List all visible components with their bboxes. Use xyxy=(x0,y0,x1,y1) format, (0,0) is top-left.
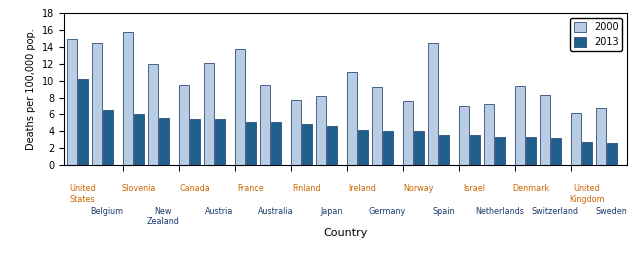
Bar xyxy=(515,86,525,165)
Bar xyxy=(215,119,225,165)
Bar xyxy=(414,131,424,165)
Bar xyxy=(582,142,592,165)
Bar xyxy=(526,137,536,165)
Bar xyxy=(607,143,617,165)
Text: Canada: Canada xyxy=(179,184,210,193)
Bar xyxy=(302,124,312,165)
Text: Austria: Austria xyxy=(205,207,234,215)
Text: Spain: Spain xyxy=(432,207,454,215)
Bar xyxy=(271,122,281,165)
Bar xyxy=(235,49,245,165)
Text: Norway: Norway xyxy=(403,184,434,193)
Bar xyxy=(358,130,368,165)
Text: Netherlands: Netherlands xyxy=(475,207,524,215)
Bar xyxy=(459,106,469,165)
Bar xyxy=(551,138,561,165)
Legend: 2000, 2013: 2000, 2013 xyxy=(570,18,622,51)
Bar xyxy=(372,88,381,165)
Bar xyxy=(347,72,357,165)
Text: Ireland: Ireland xyxy=(349,184,376,193)
Text: Australia: Australia xyxy=(257,207,293,215)
Bar xyxy=(246,122,256,165)
X-axis label: Country: Country xyxy=(323,228,368,238)
Text: United
States: United States xyxy=(69,184,96,204)
Bar xyxy=(596,109,605,165)
Y-axis label: Deaths per 100,000 pop.: Deaths per 100,000 pop. xyxy=(26,28,36,150)
Bar xyxy=(383,131,393,165)
Bar xyxy=(204,63,214,165)
Text: Belgium: Belgium xyxy=(91,207,124,215)
Bar xyxy=(159,118,169,165)
Bar xyxy=(179,85,189,165)
Bar xyxy=(327,126,337,165)
Bar xyxy=(67,39,77,165)
Text: Slovenia: Slovenia xyxy=(122,184,156,193)
Bar xyxy=(571,113,581,165)
Text: Finland: Finland xyxy=(292,184,321,193)
Text: United
Kingdom: United Kingdom xyxy=(569,184,604,204)
Text: Sweden: Sweden xyxy=(595,207,627,215)
Bar xyxy=(403,101,413,165)
Bar xyxy=(316,96,326,165)
Bar xyxy=(439,135,449,165)
Text: Denmark: Denmark xyxy=(512,184,549,193)
Text: France: France xyxy=(237,184,264,193)
Text: Japan: Japan xyxy=(320,207,342,215)
Text: New
Zealand: New Zealand xyxy=(147,207,180,226)
Bar xyxy=(291,100,301,165)
Bar xyxy=(470,135,480,165)
Bar xyxy=(260,85,269,165)
Bar xyxy=(134,114,144,165)
Bar xyxy=(540,95,550,165)
Bar xyxy=(148,64,157,165)
Text: Switzerland: Switzerland xyxy=(532,207,579,215)
Bar xyxy=(103,110,113,165)
Text: Germany: Germany xyxy=(369,207,406,215)
Bar xyxy=(484,104,493,165)
Bar xyxy=(190,119,200,165)
Bar xyxy=(78,79,88,165)
Bar xyxy=(123,32,133,165)
Text: Israel: Israel xyxy=(463,184,486,193)
Bar xyxy=(428,43,438,165)
Bar xyxy=(495,137,505,165)
Bar xyxy=(92,43,102,165)
